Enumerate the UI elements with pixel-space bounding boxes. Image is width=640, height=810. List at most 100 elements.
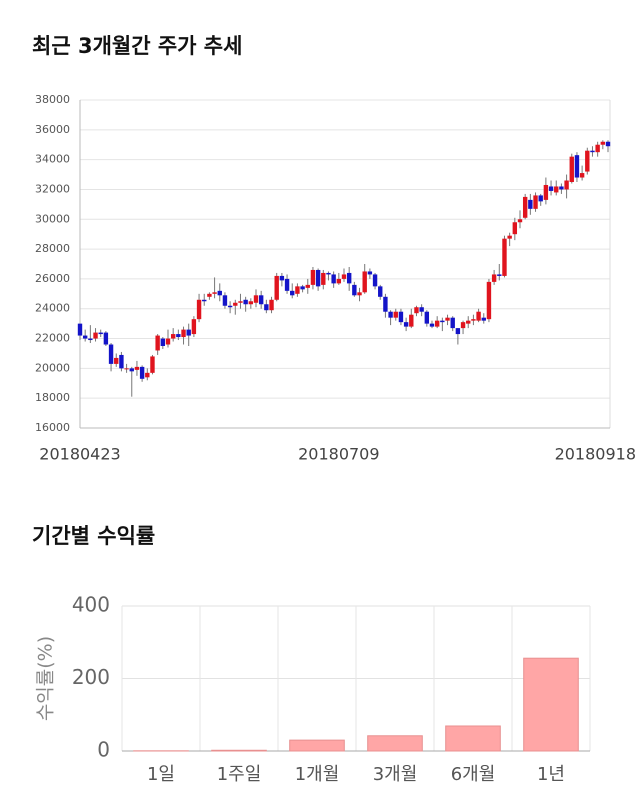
x-tick-label: 20180918 [555,445,636,464]
candle-body [383,296,388,312]
candle-body [600,141,606,145]
candle-body [429,323,435,327]
candle-body [108,344,114,364]
y-tick-label: 24000 [35,302,70,315]
candle-body [393,311,398,318]
candle-body [191,319,197,335]
x-tick-label: 3개월 [373,764,418,785]
candle-body [466,320,471,324]
candle-body [497,274,502,276]
candle-body [305,284,310,288]
candle-body [300,286,305,290]
candle-body [424,311,430,324]
candle-body [528,199,533,209]
candle-body [248,301,254,305]
candle-body [124,368,129,370]
candle-body [238,301,243,303]
candle-body [341,274,347,279]
candle-body [352,284,357,296]
candle-body [434,320,440,327]
candle-body [321,272,326,285]
y-tick-label: 0 [97,738,110,762]
candle-body [134,366,140,370]
candle-body [605,141,611,147]
candle-body [217,290,222,296]
candle-body [284,278,290,291]
candle-body [295,286,300,294]
candle-body [98,332,103,335]
candle-body [103,332,109,345]
candle-body [507,235,512,239]
candle-body [548,186,554,191]
candle-body [595,144,600,153]
candle-body [450,317,455,329]
candle-body [139,366,145,379]
x-tick-label: 20180423 [39,445,120,464]
candle-body [310,269,316,285]
candle-body [512,222,518,235]
x-tick-label: 1개월 [295,764,340,785]
candle-body [82,335,88,339]
candle-body [196,299,202,320]
bar [289,739,345,752]
chart-title: 최근 3개월간 주가 추세 [32,34,242,58]
candle-body [486,281,492,320]
bar [367,735,423,752]
bar [523,657,579,752]
candle-body [290,290,295,296]
candle-body [403,322,409,327]
candle-body [460,322,466,329]
candle-body [165,338,171,345]
candle-body [362,271,367,293]
candle-body [212,292,217,294]
candle-body [522,196,528,218]
bar [445,725,501,752]
candle-body [264,304,269,311]
candle-body [331,274,336,284]
candle-body [253,295,259,303]
candle-body [160,338,166,346]
candle-body [559,186,564,190]
candle-body [538,195,543,202]
candle-body [77,323,83,336]
candle-body [590,150,595,153]
candle-body [222,295,228,306]
candle-body [579,173,585,178]
candle-body [414,307,419,314]
y-tick-label: 30000 [35,212,70,225]
candle-body [88,338,93,341]
y-axis-label: 수익률(%) [35,636,57,721]
candle-body [543,184,549,200]
y-tick-label: 22000 [35,332,70,345]
candle-body [93,332,98,339]
x-tick-label: 1일 [147,764,175,785]
candle-body [129,368,134,372]
candle-body [554,186,559,193]
bar [211,749,267,752]
y-tick-label: 18000 [35,391,70,404]
candle-body [585,150,590,172]
candle-body [186,329,191,336]
candle-body [170,334,176,339]
candle-body [440,320,445,323]
candle-body [202,299,207,302]
candle-body [476,311,481,321]
candle-body [119,354,124,369]
candle-body [243,299,248,305]
candle-body [409,314,414,327]
candle-body [445,317,450,321]
candle-body [114,357,119,364]
candle-body [455,328,461,335]
chart-title: 기간별 수익률 [32,524,155,548]
candle-body [145,372,150,378]
candle-body [274,275,279,300]
y-tick-label: 36000 [35,123,70,136]
y-tick-label: 16000 [35,421,70,434]
candle-body [517,219,523,223]
y-tick-label: 28000 [35,242,70,255]
candle-body [569,156,574,182]
candle-body [419,307,424,312]
candle-body [481,317,486,321]
y-tick-label: 200 [72,665,110,689]
candle-body [155,335,160,351]
